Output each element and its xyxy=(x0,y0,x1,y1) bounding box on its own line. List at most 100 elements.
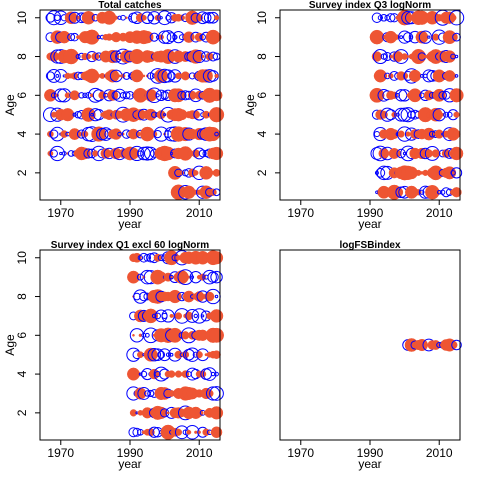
x-tick-label: 1990 xyxy=(357,446,384,460)
residual-point-negative xyxy=(68,111,74,118)
y-tick-label: 2 xyxy=(15,409,29,416)
residual-point-positive xyxy=(371,12,383,23)
residual-point-positive xyxy=(375,168,386,178)
residual-point-positive xyxy=(46,68,61,83)
residual-point-negative xyxy=(92,150,99,157)
y-axis-label: Age xyxy=(3,334,17,356)
residual-point-negative xyxy=(210,89,223,102)
panel-title: logFSBindex xyxy=(339,240,401,251)
residual-point-positive xyxy=(373,131,380,138)
residual-point-negative xyxy=(61,108,75,122)
y-tick-label: 10 xyxy=(15,251,29,265)
residual-point-negative xyxy=(79,147,91,160)
residual-point-negative xyxy=(449,88,464,103)
residual-point-negative xyxy=(154,68,169,83)
residual-point-negative xyxy=(139,74,142,78)
residual-point-positive xyxy=(169,352,174,357)
residual-point-positive xyxy=(432,108,446,122)
residual-point-negative xyxy=(210,426,223,438)
residual-point-negative xyxy=(206,127,221,142)
y-tick-label: 6 xyxy=(15,92,29,99)
residual-point-negative xyxy=(423,343,427,347)
residual-point-negative xyxy=(391,111,398,118)
residual-point-positive xyxy=(154,370,161,378)
y-tick-label: 8 xyxy=(15,53,29,60)
residual-point-positive xyxy=(61,151,67,156)
residual-point-negative xyxy=(207,170,212,175)
residual-point-negative xyxy=(171,88,186,103)
residual-point-positive xyxy=(177,269,194,286)
y-tick-label: 8 xyxy=(255,53,269,60)
residual-point-negative xyxy=(453,111,460,118)
x-tick-label: 1990 xyxy=(117,206,144,220)
y-tick-label: 10 xyxy=(15,11,29,25)
residual-point-negative xyxy=(193,291,205,302)
residual-point-negative xyxy=(430,340,441,350)
residual-point-positive xyxy=(450,167,463,179)
panel-title: Survey index Q3 logNorm xyxy=(309,0,431,11)
residual-point-negative xyxy=(392,186,404,198)
residual-point-positive xyxy=(129,145,145,162)
residual-point-positive xyxy=(132,427,142,437)
residual-point-negative xyxy=(142,74,146,78)
panel-4: logFSBindex 1970 1990 2010 year xyxy=(279,240,462,471)
panel-3: Survey index Q1 excl 60 logNorm 1970 1990 2… xyxy=(3,240,224,471)
residual-point-negative xyxy=(184,311,194,321)
residual-point-negative xyxy=(132,333,135,337)
y-tick-label: 6 xyxy=(255,92,269,99)
panel-title: Survey index Q1 excl 60 logNorm xyxy=(51,240,210,251)
residual-point-positive xyxy=(438,90,448,100)
residual-point-negative xyxy=(81,107,96,122)
residual-point-positive xyxy=(157,68,172,84)
residual-point-positive xyxy=(74,110,82,119)
residual-point-positive xyxy=(210,270,223,284)
residual-point-negative xyxy=(452,129,461,139)
residual-point-negative xyxy=(175,270,189,284)
bubble-layer xyxy=(126,250,224,440)
residual-point-positive xyxy=(146,87,162,104)
residual-point-positive xyxy=(208,51,218,62)
residual-point-positive xyxy=(454,74,459,78)
x-axis-label: year xyxy=(118,457,141,471)
residual-point-positive xyxy=(122,91,131,100)
residual-point-negative xyxy=(212,350,221,359)
residual-point-negative xyxy=(408,88,422,103)
residual-point-negative xyxy=(127,270,140,284)
residual-point-negative xyxy=(81,11,96,25)
residual-point-negative xyxy=(129,409,138,417)
residual-point-negative xyxy=(133,370,141,378)
residual-point-positive xyxy=(165,14,171,21)
residual-point-negative xyxy=(449,146,464,161)
residual-point-negative xyxy=(91,33,100,41)
residual-point-positive xyxy=(214,294,219,299)
x-tick-label: 2010 xyxy=(426,446,453,460)
residual-point-negative xyxy=(431,188,440,197)
residual-point-negative xyxy=(168,289,182,304)
residual-point-negative xyxy=(191,149,200,158)
residual-point-positive xyxy=(161,69,175,83)
residual-point-positive xyxy=(90,112,94,117)
residual-point-positive xyxy=(140,146,155,161)
residual-point-negative xyxy=(134,387,147,400)
bubble-layer xyxy=(369,9,465,200)
residual-point-negative xyxy=(169,313,174,318)
bubble-layer xyxy=(42,10,225,200)
residual-point-negative xyxy=(209,406,224,420)
residual-point-positive xyxy=(427,35,431,39)
x-tick-label: 1970 xyxy=(287,446,314,460)
residual-point-positive xyxy=(163,113,167,117)
residual-point-positive xyxy=(200,12,212,24)
y-tick-label: 8 xyxy=(15,293,29,300)
residual-point-positive xyxy=(193,313,198,319)
residual-point-positive xyxy=(214,371,219,377)
residual-point-positive xyxy=(128,427,139,438)
residual-point-positive xyxy=(190,275,195,279)
bubble-layer xyxy=(402,338,462,352)
residual-point-positive xyxy=(75,54,81,60)
x-tick-label: 1970 xyxy=(47,446,74,460)
residual-point-positive xyxy=(157,350,166,359)
residual-point-positive xyxy=(161,30,176,45)
residual-point-negative xyxy=(137,351,144,359)
residual-point-negative xyxy=(397,130,405,138)
